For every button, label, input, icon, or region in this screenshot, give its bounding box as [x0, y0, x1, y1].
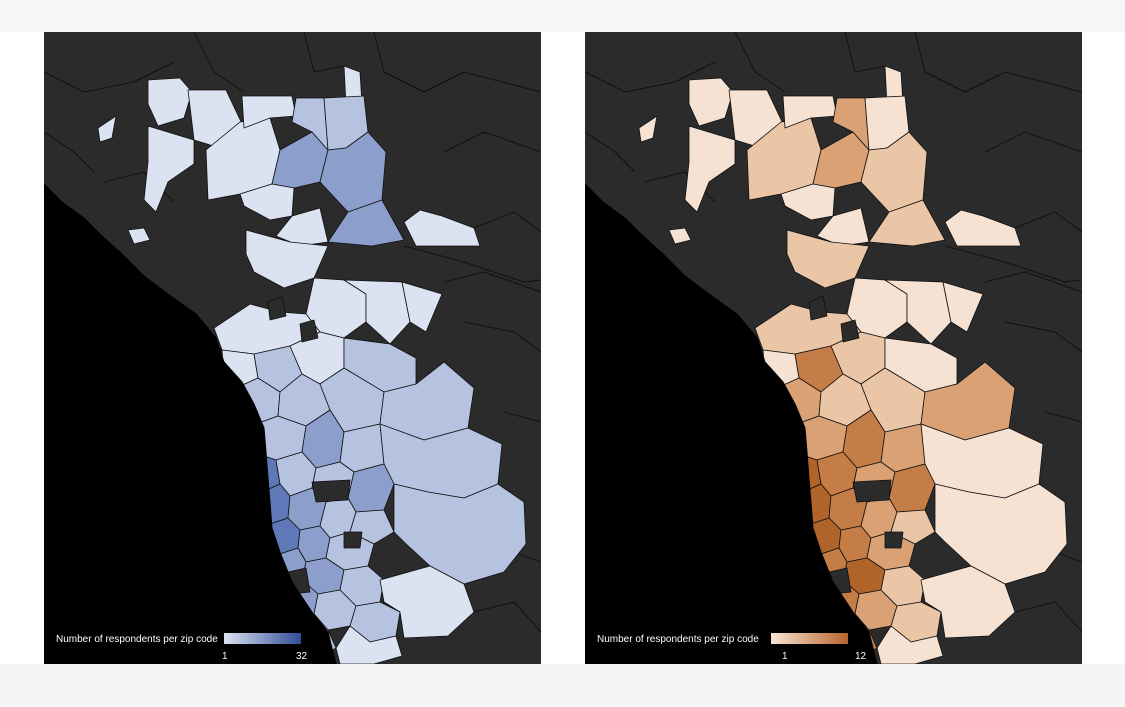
zip-code-region	[241, 95, 297, 129]
zip-code-region	[327, 199, 405, 247]
county-boundary	[1014, 211, 1082, 233]
county-boundary	[443, 271, 541, 293]
county-boundary	[844, 32, 886, 73]
county-boundary	[585, 131, 636, 173]
county-boundary	[44, 131, 95, 173]
county-boundary	[473, 211, 541, 233]
ocean	[585, 183, 878, 664]
zip-code-region	[319, 131, 387, 213]
county-boundary	[443, 131, 541, 153]
zip-code-region	[876, 625, 944, 664]
zip-code-region	[880, 423, 926, 473]
no-data-region	[299, 319, 319, 343]
zip-code-region	[816, 207, 870, 247]
map-panel-right: Number of respondents per zip code 1 12	[585, 32, 1082, 664]
legend-left: Number of respondents per zip code 1 32	[56, 630, 386, 664]
zip-code-region	[934, 483, 1068, 585]
zip-code-region	[127, 227, 151, 245]
zip-code-region	[335, 625, 403, 664]
legend-max-right: 12	[855, 651, 867, 662]
legend-min-left: 1	[222, 651, 228, 662]
no-data-region	[852, 479, 892, 503]
ocean	[44, 183, 337, 664]
county-boundary	[463, 321, 541, 353]
zip-code-region	[379, 565, 475, 639]
map-panel-left: Number of respondents per zip code 1 32	[44, 32, 541, 664]
zip-code-region	[339, 423, 385, 473]
zip-code-region	[920, 565, 1016, 639]
zip-code-region	[868, 199, 946, 247]
top-strip	[0, 0, 1125, 32]
zip-code-region	[275, 207, 329, 247]
zip-code-region	[97, 115, 117, 143]
county-boundary	[1044, 411, 1082, 423]
zip-code-region	[291, 97, 329, 151]
county-boundary	[403, 245, 541, 283]
zip-code-region	[245, 229, 329, 289]
zip-code-region	[688, 77, 734, 127]
county-boundary	[585, 61, 716, 93]
zip-code-region	[143, 125, 195, 213]
legend-title-right: Number of respondents per zip code	[597, 634, 759, 645]
county-boundary	[44, 61, 175, 93]
county-boundary	[373, 32, 541, 93]
zip-code-region	[668, 227, 692, 245]
county-boundary	[193, 32, 245, 93]
county-boundary	[944, 245, 1082, 283]
zip-code-region	[403, 209, 481, 247]
county-boundary	[1004, 321, 1082, 353]
county-boundary	[734, 32, 786, 93]
zip-code-region	[401, 281, 443, 333]
zip-code-region	[782, 95, 838, 129]
county-boundary	[303, 32, 345, 73]
zip-code-region	[786, 229, 870, 289]
legend-title-left: Number of respondents per zip code	[56, 634, 218, 645]
county-boundary	[1014, 601, 1082, 633]
no-data-region	[343, 531, 363, 549]
no-data-region	[267, 295, 287, 321]
zip-code-region	[393, 483, 527, 585]
legend-min-right: 1	[782, 651, 788, 662]
county-boundary	[473, 601, 541, 633]
legend-right: Number of respondents per zip code 1 12	[597, 630, 927, 664]
choropleth-map-right	[585, 32, 1082, 664]
no-data-region	[840, 319, 860, 343]
zip-code-region	[638, 115, 658, 143]
county-boundary	[984, 131, 1082, 153]
legend-gradient-left	[224, 633, 301, 644]
zip-code-region	[832, 97, 870, 151]
legend-max-left: 32	[296, 651, 308, 662]
zip-code-region	[684, 125, 736, 213]
no-data-region	[311, 479, 351, 503]
county-boundary	[984, 271, 1082, 293]
zip-code-region	[944, 209, 1022, 247]
no-data-region	[884, 531, 904, 549]
no-data-region	[808, 295, 828, 321]
zip-code-region	[942, 281, 984, 333]
legend-gradient-right	[771, 633, 848, 644]
zip-code-region	[147, 77, 193, 127]
zip-code-region	[860, 131, 928, 213]
choropleth-map-left	[44, 32, 541, 664]
county-boundary	[503, 411, 541, 423]
county-boundary	[914, 32, 1082, 93]
